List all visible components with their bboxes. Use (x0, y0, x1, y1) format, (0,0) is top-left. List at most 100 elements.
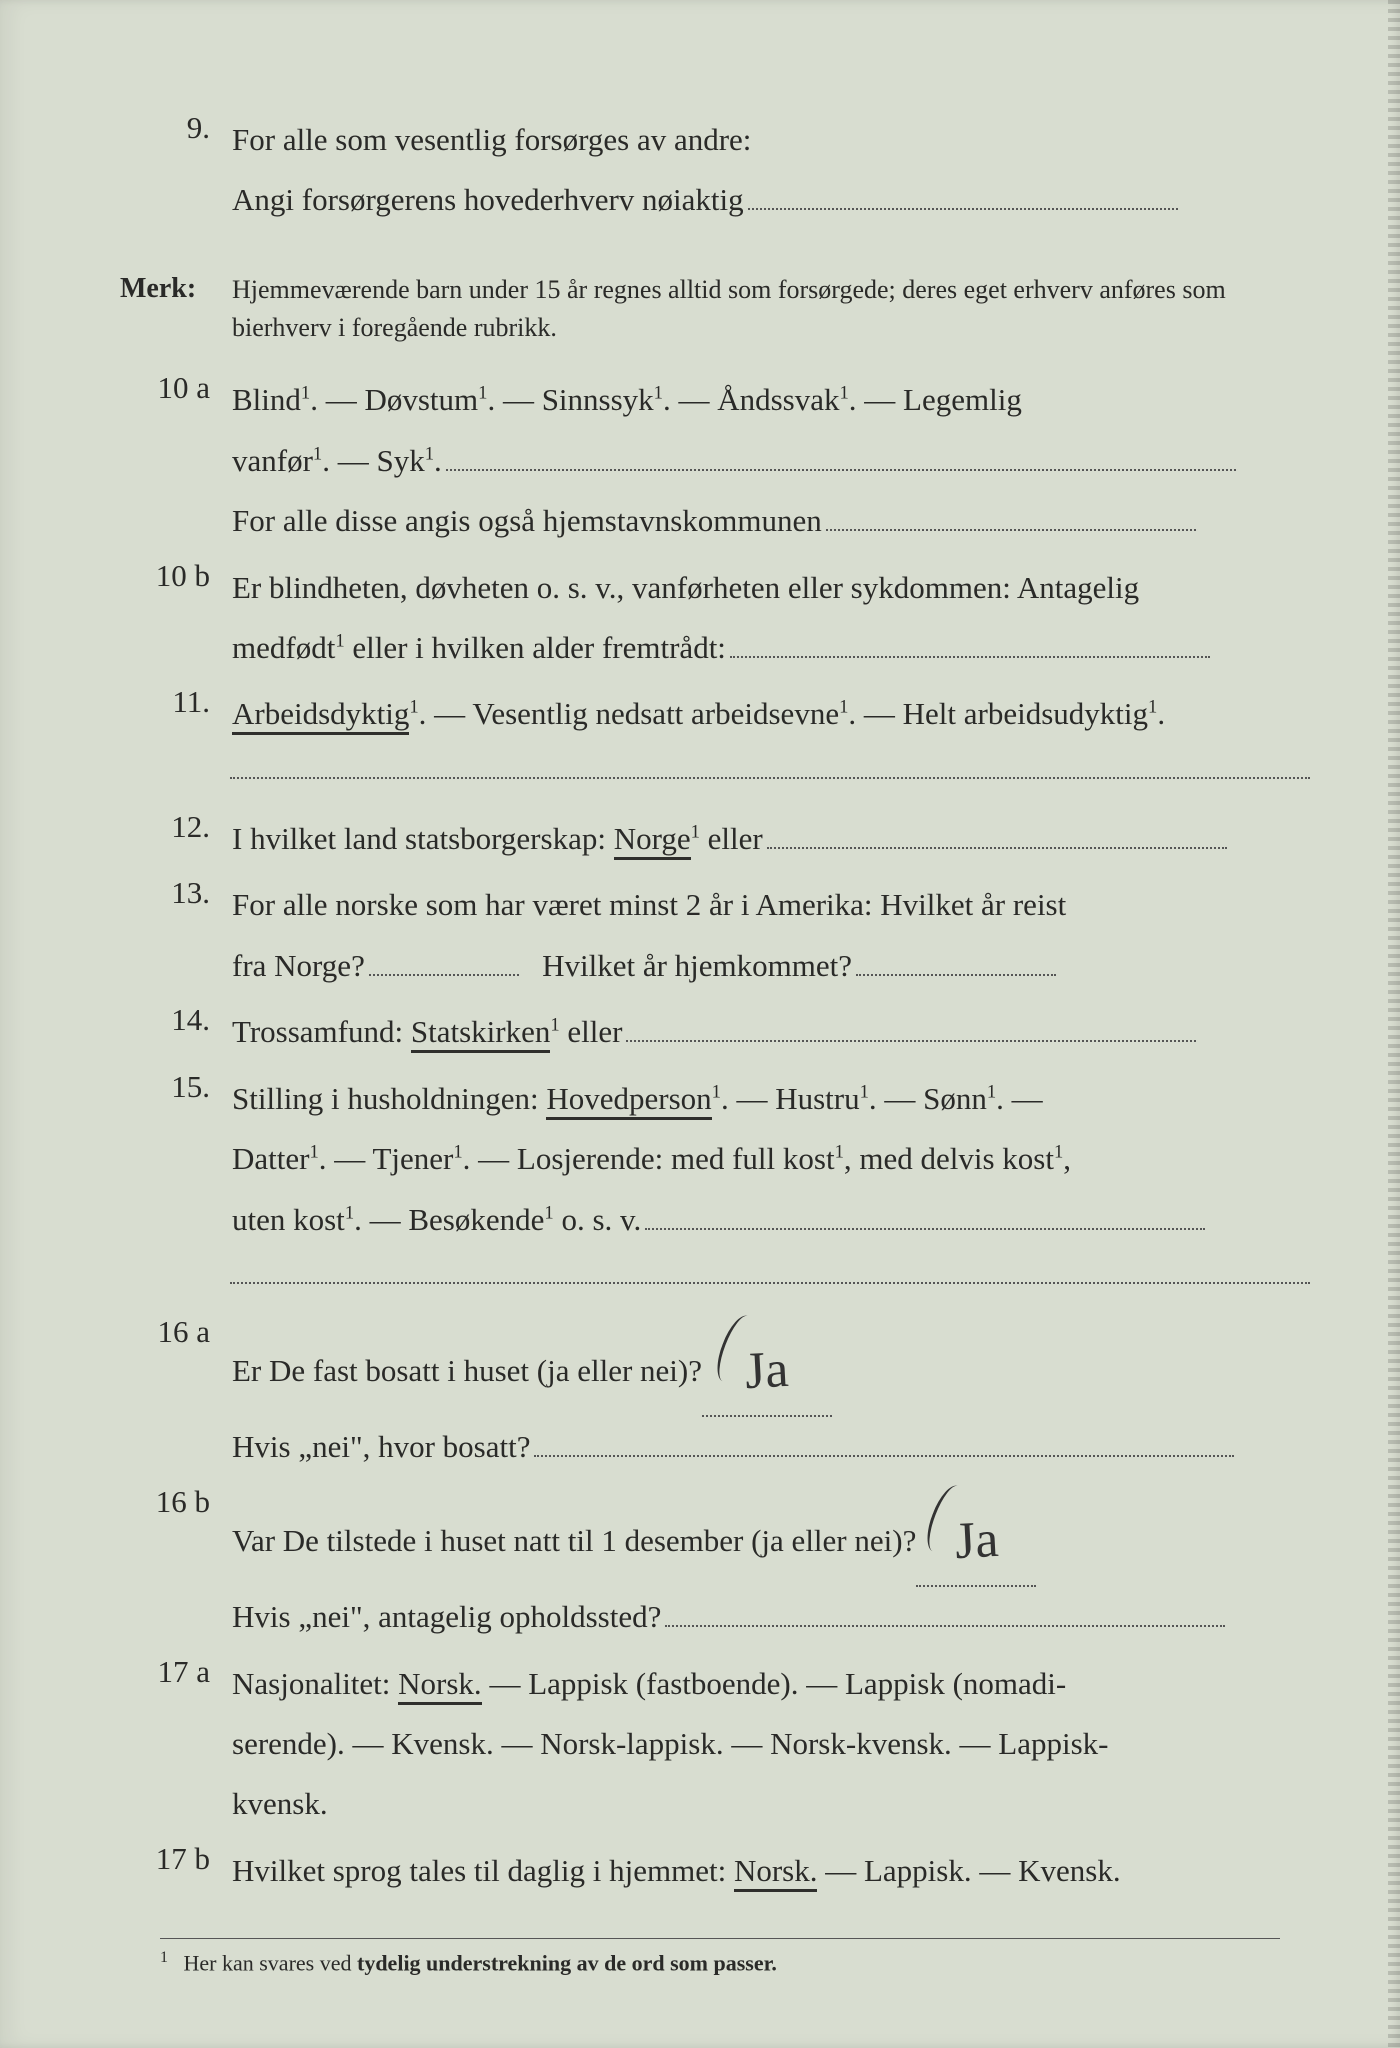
text: For alle norske som har været minst 2 år… (232, 887, 1066, 922)
text: — Lappisk (fastboende). — Lappisk (nomad… (482, 1666, 1067, 1701)
text: uten kost (232, 1202, 345, 1237)
text: I hvilket land statsborgerskap: (232, 821, 614, 856)
footnote-bold: tydelig understrekning av de ord som pas… (357, 1950, 777, 1975)
text: fra Norge? (232, 948, 365, 983)
text: Er De fast bosatt i huset (ja eller nei)… (232, 1353, 702, 1388)
entry-number: 15. (120, 1069, 232, 1105)
entry-body: Hvilket sprog tales til daglig i hjemmet… (232, 1841, 1310, 1901)
handwritten-answer: Ja (952, 1489, 1001, 1593)
entry-body: Er De fast bosatt i huset (ja eller nei)… (232, 1314, 1310, 1478)
text: kvensk. (232, 1786, 328, 1821)
handwritten-answer: Ja (743, 1319, 792, 1423)
entry-16a: 16 a Er De fast bosatt i huset (ja eller… (120, 1314, 1310, 1478)
footnote-text: Her kan svares ved (184, 1950, 358, 1975)
text: Hvis „nei", antagelig opholdssted? (232, 1599, 661, 1634)
footnote-number: 1 (160, 1949, 168, 1966)
text: — Vesentlig nedsatt arbeidsevne (426, 696, 839, 731)
perforated-edge (1388, 0, 1400, 2048)
text: . — Døvstum (310, 382, 478, 417)
text: Stilling i husholdningen: (232, 1081, 546, 1116)
text: . (1157, 696, 1165, 731)
underlined-choice: Norsk. (734, 1853, 818, 1892)
text: eller (560, 1014, 623, 1049)
underlined-choice: Statskirken (411, 1014, 551, 1053)
answer-field: Ja (916, 1484, 1036, 1587)
fill-line (446, 441, 1236, 471)
fill-line (665, 1597, 1225, 1627)
entry-10a: 10 a Blind1. — Døvstum1. — Sinnssyk1. — … (120, 370, 1310, 551)
text: Datter (232, 1141, 309, 1176)
fill-line (826, 501, 1196, 531)
text: . — Tjener (319, 1141, 454, 1176)
text: Nasjonalitet: (232, 1666, 398, 1701)
entry-number: 11. (120, 684, 232, 720)
entry-body: I hvilket land statsborgerskap: Norge1 e… (232, 809, 1310, 869)
text: o. s. v. (554, 1202, 642, 1237)
entry-number: 10 a (120, 370, 232, 406)
entry-9: 9. For alle som vesentlig forsørges av a… (120, 110, 1310, 231)
entry-number: 9. (120, 110, 232, 146)
entry-body: Nasjonalitet: Norsk. — Lappisk (fastboen… (232, 1654, 1310, 1835)
text: Hvilket sprog tales til daglig i hjemmet… (232, 1853, 734, 1888)
entry-body: For alle norske som har været minst 2 år… (232, 875, 1310, 996)
text: Hvilket år hjemkommet? (542, 948, 852, 983)
text: — Lappisk. — Kvensk. (817, 1853, 1120, 1888)
fill-line (856, 946, 1056, 976)
note-label: Merk: (120, 271, 232, 305)
text: Angi forsørgerens hovederhverv nøiaktig (232, 182, 744, 217)
section-divider (230, 775, 1310, 779)
text: . — Hustru (721, 1081, 860, 1116)
entry-number: 17 b (120, 1841, 232, 1877)
text: eller i hvilken alder fremtrådt: (345, 630, 726, 665)
text: , (1063, 1141, 1071, 1176)
underlined-choice: Hovedperson (546, 1081, 711, 1120)
entry-body: For alle som vesentlig forsørges av andr… (232, 110, 1310, 231)
text: vanfør (232, 443, 313, 478)
entry-number: 16 a (120, 1314, 232, 1350)
fill-line (767, 819, 1227, 849)
text: For alle disse angis også hjemstavnskomm… (232, 503, 822, 538)
text: . — Helt arbeidsudyktig (848, 696, 1148, 731)
note-text: Hjemmeværende barn under 15 år regnes al… (232, 271, 1310, 346)
entry-body: Trossamfund: Statskirken1 eller (232, 1002, 1310, 1062)
census-form-page: 9. For alle som vesentlig forsørges av a… (0, 0, 1400, 2048)
underlined-choice: Norsk. (398, 1666, 482, 1705)
text: . — Åndssvak (663, 382, 840, 417)
entry-body: Stilling i husholdningen: Hovedperson1. … (232, 1069, 1310, 1250)
text: Er blindheten, døvheten o. s. v., vanfør… (232, 570, 1139, 605)
footnote: 1 Her kan svares ved tydelig understrekn… (160, 1938, 1280, 1976)
entry-body: Arbeidsdyktig1. — Vesentlig nedsatt arbe… (232, 684, 1310, 744)
answer-field: Ja (702, 1314, 832, 1417)
text: Var De tilstede i huset natt til 1 desem… (232, 1523, 916, 1558)
text: . — Sinnssyk (487, 382, 653, 417)
fill-line (645, 1200, 1205, 1230)
fill-line (534, 1427, 1234, 1457)
text: For alle som vesentlig forsørges av andr… (232, 122, 751, 157)
text: Hvis „nei", hvor bosatt? (232, 1429, 530, 1464)
entry-body: Blind1. — Døvstum1. — Sinnssyk1. — Åndss… (232, 370, 1310, 551)
text: . — (996, 1081, 1043, 1116)
fill-line (626, 1012, 1196, 1042)
text: . (434, 443, 442, 478)
entry-body: Er blindheten, døvheten o. s. v., vanfør… (232, 558, 1310, 679)
text: . — Besøkende (354, 1202, 544, 1237)
text: eller (700, 821, 763, 856)
entry-15: 15. Stilling i husholdningen: Hovedperso… (120, 1069, 1310, 1250)
entry-16b: 16 b Var De tilstede i huset natt til 1 … (120, 1484, 1310, 1648)
note-merk: Merk: Hjemmeværende barn under 15 år reg… (120, 271, 1310, 346)
fill-line (730, 628, 1210, 658)
text: . — Losjerende: med full kost (463, 1141, 835, 1176)
entry-number: 17 a (120, 1654, 232, 1690)
fill-line (748, 181, 1178, 211)
entry-number: 13. (120, 875, 232, 911)
text: medfødt (232, 630, 335, 665)
fill-line (369, 946, 519, 976)
text: Trossamfund: (232, 1014, 411, 1049)
entry-12: 12. I hvilket land statsborgerskap: Norg… (120, 809, 1310, 869)
entry-number: 12. (120, 809, 232, 845)
entry-number: 14. (120, 1002, 232, 1038)
entry-14: 14. Trossamfund: Statskirken1 eller (120, 1002, 1310, 1062)
underlined-choice: Arbeidsdyktig (232, 696, 409, 735)
entry-number: 10 b (120, 558, 232, 594)
text: , med delvis kost (844, 1141, 1054, 1176)
